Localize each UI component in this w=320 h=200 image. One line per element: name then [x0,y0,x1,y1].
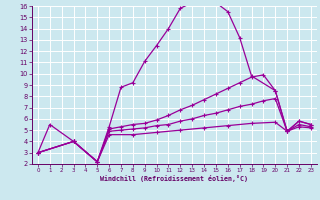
X-axis label: Windchill (Refroidissement éolien,°C): Windchill (Refroidissement éolien,°C) [100,175,248,182]
